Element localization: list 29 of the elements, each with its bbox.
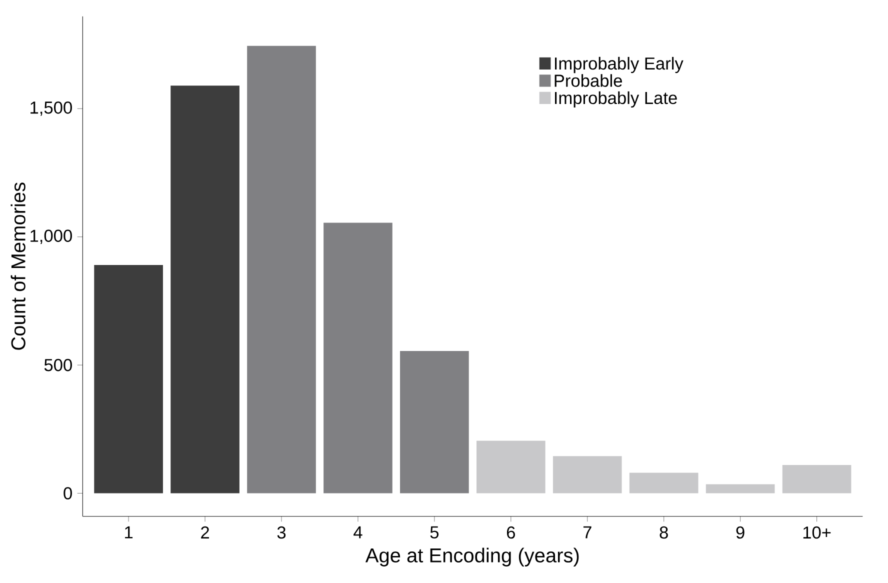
x-axis-title: Age at Encoding (years) — [365, 548, 579, 566]
bar — [552, 456, 622, 494]
y-tick-label: 500 — [44, 358, 72, 372]
legend-label: Improbably Early — [555, 56, 684, 74]
y-tick-label: 1,500 — [30, 101, 72, 116]
bar — [782, 465, 852, 494]
bar — [629, 472, 698, 494]
bar — [324, 222, 392, 494]
bar — [706, 484, 775, 494]
x-tick-label: 1 — [125, 526, 133, 538]
bar — [476, 440, 546, 494]
y-tick-label: 1,000 — [30, 230, 72, 244]
x-tick-label: 9 — [736, 526, 744, 539]
x-tick-label: 3 — [277, 526, 286, 539]
legend-label: Improbably Late — [555, 91, 677, 108]
bar — [94, 265, 163, 494]
bar — [247, 46, 316, 494]
x-tick-label: 6 — [506, 526, 515, 539]
x-tick-label: 4 — [354, 526, 362, 538]
legend-label: Probable — [554, 74, 622, 87]
x-tick-label: 8 — [660, 526, 668, 539]
x-tick-label: 5 — [430, 526, 439, 538]
x-tick-label: 7 — [583, 526, 592, 538]
y-tick-label: 0 — [64, 487, 72, 500]
bar — [400, 350, 469, 494]
x-tick-label: 10+ — [803, 526, 831, 539]
x-tick-label: 2 — [201, 526, 209, 538]
bar — [170, 86, 240, 494]
y-axis-title: Count of Memories — [10, 182, 26, 350]
